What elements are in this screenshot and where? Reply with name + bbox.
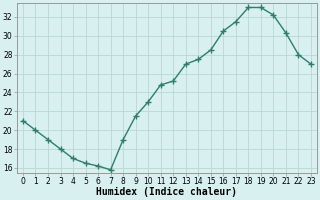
X-axis label: Humidex (Indice chaleur): Humidex (Indice chaleur) [96,187,237,197]
